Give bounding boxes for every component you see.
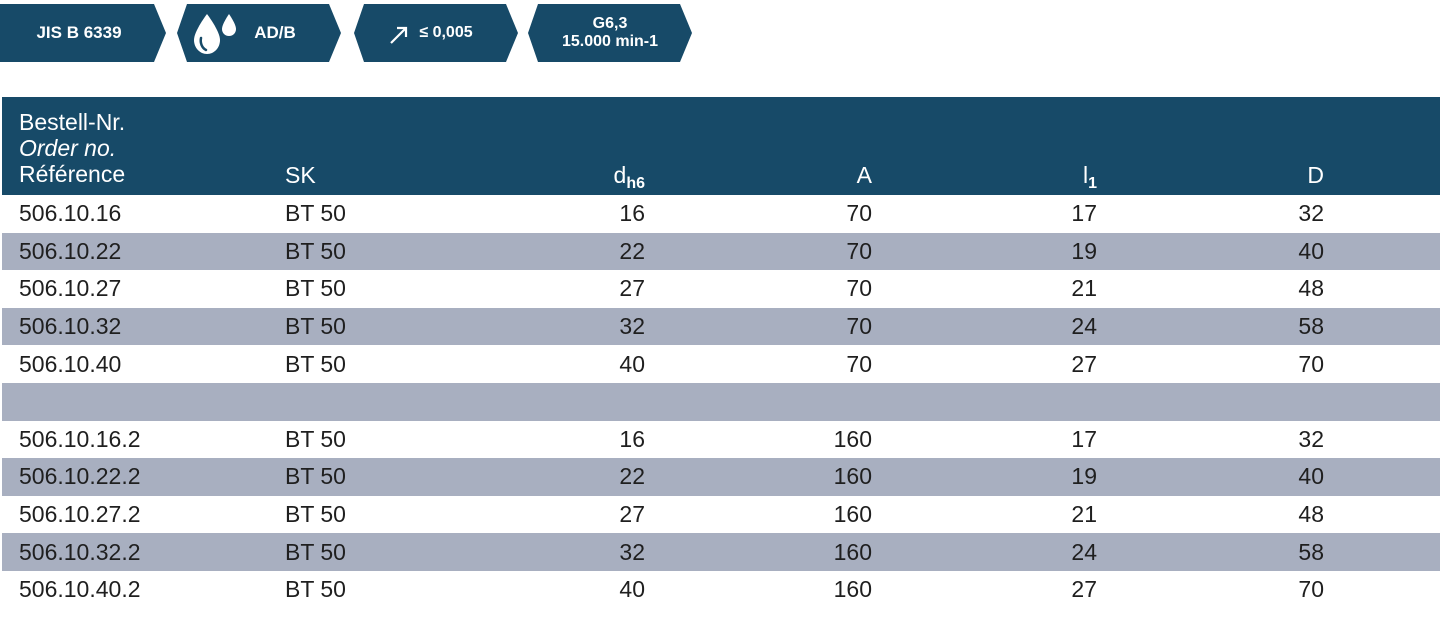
cell-diameter: 32 — [619, 538, 645, 565]
table-row: 506.10.40.2 BT 50 40 160 27 70 — [2, 571, 1440, 609]
cell-sk: BT 50 — [285, 313, 346, 340]
cell-diameter: 40 — [619, 350, 645, 377]
cell-order-number: 506.10.22 — [19, 237, 122, 264]
cell-D: 58 — [1298, 313, 1324, 340]
cell-a: 160 — [833, 538, 872, 565]
cell-l1: 24 — [1071, 313, 1097, 340]
cell-sk: BT 50 — [285, 200, 346, 227]
coolant-badge: AD/B — [177, 4, 341, 62]
cell-a: 70 — [846, 313, 872, 340]
header-order-number: Bestell-Nr. Order no. Référence — [19, 109, 125, 187]
cell-a: 160 — [833, 425, 872, 452]
cell-a: 70 — [846, 275, 872, 302]
cell-a: 70 — [846, 237, 872, 264]
header-sk: SK — [285, 162, 316, 188]
cell-a: 160 — [833, 463, 872, 490]
cell-diameter: 16 — [619, 425, 645, 452]
cell-order-number: 506.10.40.2 — [19, 576, 141, 603]
cell-sk: BT 50 — [285, 237, 346, 264]
header-diameter: dh6 — [613, 162, 645, 192]
cell-sk: BT 50 — [285, 463, 346, 490]
table-row: 506.10.27 BT 50 27 70 21 48 — [2, 270, 1440, 308]
cell-diameter: 27 — [619, 275, 645, 302]
cell-l1: 17 — [1071, 200, 1097, 227]
cell-sk: BT 50 — [285, 501, 346, 528]
table-row: 506.10.40 BT 50 40 70 27 70 — [2, 345, 1440, 383]
spec-badges: JIS B 6339 AD/B ≤ 0,005 G6,3 15.000 min-… — [0, 0, 700, 66]
cell-diameter: 32 — [619, 313, 645, 340]
table-header: Bestell-Nr. Order no. Référence SK dh6 A… — [2, 97, 1440, 195]
standard-label: JIS B 6339 — [36, 23, 122, 42]
cell-order-number: 506.10.16.2 — [19, 425, 141, 452]
runout-badge: ≤ 0,005 — [354, 4, 518, 62]
header-ref-en: Order no. — [19, 135, 117, 161]
cell-sk: BT 50 — [285, 576, 346, 603]
cell-a: 160 — [833, 501, 872, 528]
cell-sk: BT 50 — [285, 275, 346, 302]
header-ref-de: Bestell-Nr. — [19, 109, 126, 135]
header-l1: l1 — [1082, 162, 1097, 192]
cell-a: 70 — [846, 350, 872, 377]
cell-diameter: 40 — [619, 576, 645, 603]
balance-grade: G6,3 — [592, 15, 628, 32]
cell-D: 32 — [1298, 200, 1324, 227]
table-row: 506.10.16 BT 50 16 70 17 32 — [2, 195, 1440, 233]
cell-D: 40 — [1298, 463, 1324, 490]
cell-sk: BT 50 — [285, 425, 346, 452]
cell-order-number: 506.10.32.2 — [19, 538, 141, 565]
cell-D: 70 — [1298, 350, 1324, 377]
balance-speed: 15.000 min-1 — [561, 33, 659, 50]
runout-arrow-icon — [390, 26, 408, 44]
cell-order-number: 506.10.22.2 — [19, 463, 141, 490]
balance-badge: G6,3 15.000 min-1 — [528, 4, 692, 62]
header-ref-fr: Référence — [19, 161, 126, 187]
cell-order-number: 506.10.32 — [19, 313, 122, 340]
cell-a: 160 — [833, 576, 872, 603]
cell-l1: 21 — [1071, 501, 1097, 528]
cell-l1: 19 — [1071, 463, 1097, 490]
cell-a: 70 — [846, 200, 872, 227]
header-D: D — [1307, 162, 1324, 188]
table-body: 506.10.16 BT 50 16 70 17 32 506.10.22 BT 50 22 70… — [2, 195, 1440, 609]
cell-l1: 27 — [1071, 350, 1097, 377]
cell-diameter: 22 — [619, 463, 645, 490]
table-row: 506.10.32 BT 50 32 70 24 58 — [2, 307, 1440, 346]
cell-l1: 19 — [1071, 237, 1097, 264]
coolant-drops-icon — [194, 14, 236, 54]
cell-D: 48 — [1298, 275, 1324, 302]
cell-order-number: 506.10.27 — [19, 275, 122, 302]
cell-diameter: 27 — [619, 501, 645, 528]
table-row: 506.10.22 BT 50 22 70 19 40 — [2, 232, 1440, 271]
cell-D: 32 — [1298, 425, 1324, 452]
cell-D: 70 — [1298, 576, 1324, 603]
table-row: 506.10.32.2 BT 50 32 160 24 58 — [2, 533, 1440, 571]
cell-diameter: 16 — [619, 200, 645, 227]
cell-l1: 17 — [1071, 425, 1097, 452]
cell-D: 40 — [1298, 237, 1324, 264]
cell-D: 58 — [1298, 538, 1324, 565]
cell-l1: 27 — [1071, 576, 1097, 603]
balance-label: G6,3 15.000 min-1 — [542, 4, 678, 62]
runout-label: ≤ 0,005 — [419, 24, 473, 41]
table-row: 506.10.27.2 BT 50 27 160 21 48 — [2, 496, 1440, 534]
cell-sk: BT 50 — [285, 538, 346, 565]
table-row: 506.10.22.2 BT 50 22 160 19 40 — [2, 458, 1440, 496]
cell-D: 48 — [1298, 501, 1324, 528]
cell-order-number: 506.10.27.2 — [19, 501, 141, 528]
cell-diameter: 22 — [619, 237, 645, 264]
cell-order-number: 506.10.16 — [19, 200, 122, 227]
table-row — [2, 382, 1440, 421]
cell-order-number: 506.10.40 — [19, 350, 122, 377]
table-row: 506.10.16.2 BT 50 16 160 17 32 — [2, 421, 1440, 459]
cell-l1: 21 — [1071, 275, 1097, 302]
cell-l1: 24 — [1071, 538, 1097, 565]
coolant-label: AD/B — [254, 23, 296, 42]
header-a: A — [856, 162, 872, 188]
product-table: Bestell-Nr. Order no. Référence SK dh6 A… — [2, 97, 1440, 609]
standard-badge: JIS B 6339 — [0, 4, 166, 62]
cell-sk: BT 50 — [285, 350, 346, 377]
